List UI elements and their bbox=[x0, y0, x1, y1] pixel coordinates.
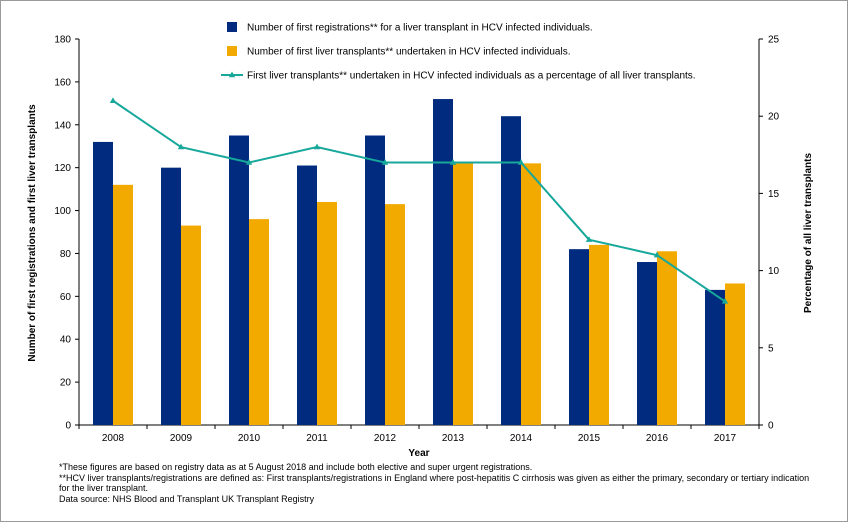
y-tick-label: 120 bbox=[54, 163, 71, 174]
percentage-point bbox=[653, 251, 661, 258]
y-tick-label: 160 bbox=[54, 77, 71, 88]
x-tick-label: 2014 bbox=[510, 433, 533, 444]
x-axis-title: Year bbox=[408, 448, 429, 459]
y-tick-label: 60 bbox=[60, 292, 72, 303]
bar-transplants bbox=[385, 204, 405, 425]
percentage-point bbox=[109, 97, 117, 103]
percentage-point bbox=[517, 159, 525, 165]
bars bbox=[93, 99, 745, 426]
bar-transplants bbox=[249, 219, 269, 425]
percentage-point bbox=[585, 236, 593, 242]
bar-registrations bbox=[569, 249, 589, 425]
legend-label: Number of first registrations** for a li… bbox=[247, 23, 593, 34]
y-tick-label: 40 bbox=[60, 335, 72, 346]
y-axis-title: Number of first registrations and first … bbox=[27, 104, 38, 362]
percentage-series-line bbox=[112, 99, 726, 303]
bar-transplants bbox=[181, 225, 201, 425]
y-tick-label: 0 bbox=[65, 421, 71, 432]
bar-registrations bbox=[501, 116, 521, 425]
bar-registrations bbox=[297, 165, 317, 425]
bar-transplants bbox=[657, 251, 677, 425]
bar-registrations bbox=[365, 135, 385, 425]
y-tick-label: 100 bbox=[54, 206, 71, 217]
footnote-data-source: Data source: NHS Blood and Transplant UK… bbox=[59, 493, 315, 504]
axes: 0 20 40 60 80 100 120 140 160 180 0 5 10 15 20 25 2008 20… bbox=[54, 35, 779, 445]
bar-transplants bbox=[725, 283, 745, 425]
x-tick-label: 2011 bbox=[306, 433, 328, 444]
y2-tick-label: 0 bbox=[768, 421, 774, 432]
bar-registrations bbox=[229, 135, 249, 425]
footnote-registry-date: *These figures are based on registry dat… bbox=[59, 462, 533, 472]
y-tick-label: 20 bbox=[60, 378, 72, 389]
legend-swatch bbox=[227, 46, 237, 56]
percentage-point bbox=[721, 297, 729, 304]
x-tick-label: 2012 bbox=[374, 433, 397, 444]
legend: Number of first registrations** for a li… bbox=[221, 22, 696, 82]
y-tick-label: 180 bbox=[54, 35, 71, 46]
bar-registrations bbox=[637, 262, 657, 425]
x-tick-label: 2009 bbox=[170, 433, 193, 444]
legend-label: Number of first liver transplants** unde… bbox=[247, 47, 571, 58]
bar-transplants bbox=[521, 163, 541, 425]
bar-registrations bbox=[161, 167, 181, 425]
combo-chart: Number of first registrations** for a li… bbox=[27, 22, 814, 459]
bar-transplants bbox=[317, 201, 337, 425]
y2-tick-label: 20 bbox=[768, 112, 780, 123]
bar-transplants bbox=[113, 184, 133, 425]
legend-marker bbox=[228, 71, 236, 78]
y-tick-label: 140 bbox=[54, 120, 71, 131]
legend-label: First liver transplants** undertaken in … bbox=[247, 71, 696, 82]
legend-swatch bbox=[227, 22, 237, 32]
percentage-point bbox=[449, 159, 457, 165]
y2-tick-label: 25 bbox=[768, 35, 780, 46]
y-tick-label: 80 bbox=[60, 249, 72, 260]
bar-transplants bbox=[453, 163, 473, 425]
x-tick-label: 2013 bbox=[442, 433, 465, 444]
footnotes: *These figures are based on registry dat… bbox=[59, 462, 819, 504]
footnote-definition: **HCV liver transplants/registrations ar… bbox=[59, 472, 810, 494]
y2-tick-label: 5 bbox=[768, 343, 774, 354]
x-tick-label: 2010 bbox=[238, 433, 261, 444]
y2-axis-title: Percentage of all liver transplants bbox=[803, 153, 814, 313]
percentage-point bbox=[313, 143, 321, 150]
percentage-point bbox=[177, 143, 185, 150]
bar-transplants bbox=[589, 244, 609, 425]
percentage-point bbox=[245, 159, 253, 165]
x-tick-label: 2008 bbox=[102, 433, 125, 444]
x-tick-label: 2015 bbox=[578, 433, 601, 444]
y2-tick-label: 15 bbox=[768, 189, 780, 200]
percentage-line bbox=[109, 97, 729, 304]
bar-registrations bbox=[93, 141, 113, 425]
x-tick-label: 2016 bbox=[646, 433, 669, 444]
x-tick-label: 2017 bbox=[714, 433, 737, 444]
y2-tick-label: 10 bbox=[768, 266, 780, 277]
bar-registrations bbox=[433, 99, 453, 426]
bar-registrations bbox=[705, 289, 725, 425]
percentage-point bbox=[381, 159, 389, 165]
